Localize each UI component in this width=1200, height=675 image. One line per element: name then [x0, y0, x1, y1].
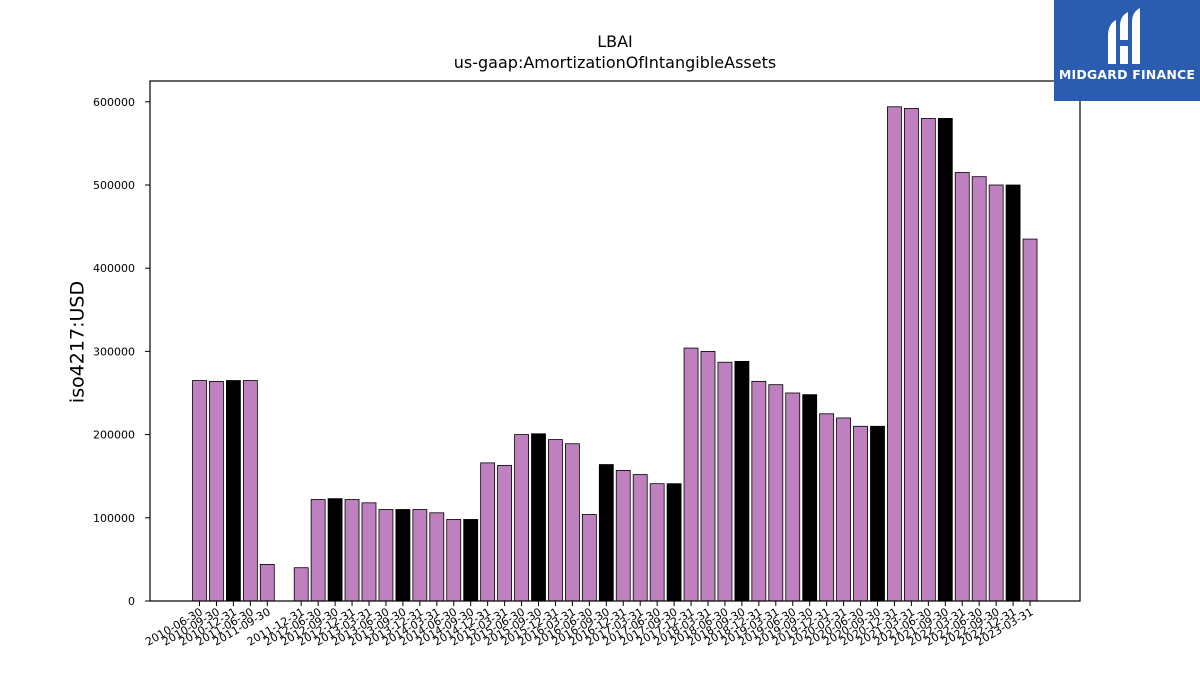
bar-2011-06-30 [242, 380, 258, 602]
bars-group [192, 106, 1038, 602]
bar-2010-09-30 [209, 380, 224, 602]
bar-2016-12-31 [615, 469, 631, 602]
bar-2015-12-31 [548, 439, 563, 602]
plot-frame [149, 80, 1081, 602]
bar-2022-09-30 [988, 184, 1004, 602]
brand-logo-text: MIDGARD FINANCE [1058, 67, 1196, 82]
bar-2016-06-30 [581, 514, 597, 602]
y-tick-label: 400000 [93, 262, 135, 275]
bar-2010-06-30 [192, 380, 207, 602]
brand-logo: MIDGARD FINANCE [1054, 0, 1200, 101]
y-axis-ticks: 0 100000 200000 300000 400000 500000 600000 [93, 96, 150, 608]
bar-2019-06-30 [785, 392, 801, 602]
bar-2013-06-30 [378, 509, 394, 602]
bar-2012-09-30 [327, 498, 343, 602]
bar-2014-12-31 [480, 462, 496, 602]
bar-2018-06-30 [717, 361, 733, 602]
bar-2011-09-30 [259, 563, 275, 602]
bar-2017-06-30 [649, 483, 665, 602]
bar-2015-09-30 [531, 433, 546, 602]
y-tick-label: 0 [128, 595, 135, 608]
bar-2014-06-30 [446, 519, 462, 602]
bar-2015-03-31 [497, 464, 513, 602]
bar-2022-06-30 [971, 176, 987, 602]
bar-2021-09-30 [937, 118, 953, 602]
y-tick-label: 500000 [93, 179, 135, 192]
bar-2014-03-31 [429, 512, 445, 602]
bar-2019-09-30 [802, 394, 818, 602]
chart-title: LBAI [597, 32, 633, 51]
bar-2020-03-31 [836, 417, 851, 602]
bar-2021-06-30 [920, 118, 936, 602]
bar-2019-12-31 [819, 413, 835, 602]
bar-2020-06-30 [853, 425, 868, 602]
bar-2018-09-30 [734, 360, 750, 602]
brand-logo-mark [1108, 8, 1140, 64]
y-tick-label: 100000 [93, 512, 135, 525]
bar-2016-03-31 [565, 443, 580, 602]
bar-2013-09-30 [395, 509, 411, 602]
y-tick-label: 200000 [93, 429, 135, 442]
bar-2017-09-30 [666, 483, 682, 602]
bar-2017-12-31 [683, 347, 699, 602]
bar-2012-06-30 [310, 499, 326, 602]
bar-2021-03-31 [904, 108, 919, 602]
bar-2016-09-30 [598, 464, 614, 602]
bar-2013-03-31 [361, 502, 377, 602]
bar-2023-03-31 [1022, 238, 1038, 602]
y-axis-label: iso4217:USD [67, 281, 89, 403]
bar-2020-09-30 [870, 425, 885, 602]
bar-2010-12-31 [225, 380, 241, 602]
bar-2022-03-31 [954, 172, 970, 602]
bar-2014-09-30 [463, 519, 479, 602]
bar-2011-12-31 [293, 567, 309, 602]
bar-2013-12-31 [412, 509, 428, 602]
bar-2012-12-31 [344, 499, 360, 602]
bar-2015-06-30 [514, 434, 529, 602]
bar-2020-12-31 [887, 106, 902, 602]
bar-2018-03-31 [700, 350, 716, 602]
y-tick-label: 600000 [93, 96, 135, 109]
y-tick-label: 300000 [93, 345, 135, 358]
bar-2022-12-31 [1005, 184, 1021, 602]
x-axis-ticks: 2010-06-302010-09-302010-12-312011-06-30… [143, 601, 1036, 649]
bar-2017-03-31 [632, 474, 648, 602]
chart-subtitle: us-gaap:AmortizationOfIntangibleAssets [453, 53, 777, 72]
bar-2019-03-31 [768, 384, 784, 602]
bar-2018-12-31 [751, 380, 767, 602]
